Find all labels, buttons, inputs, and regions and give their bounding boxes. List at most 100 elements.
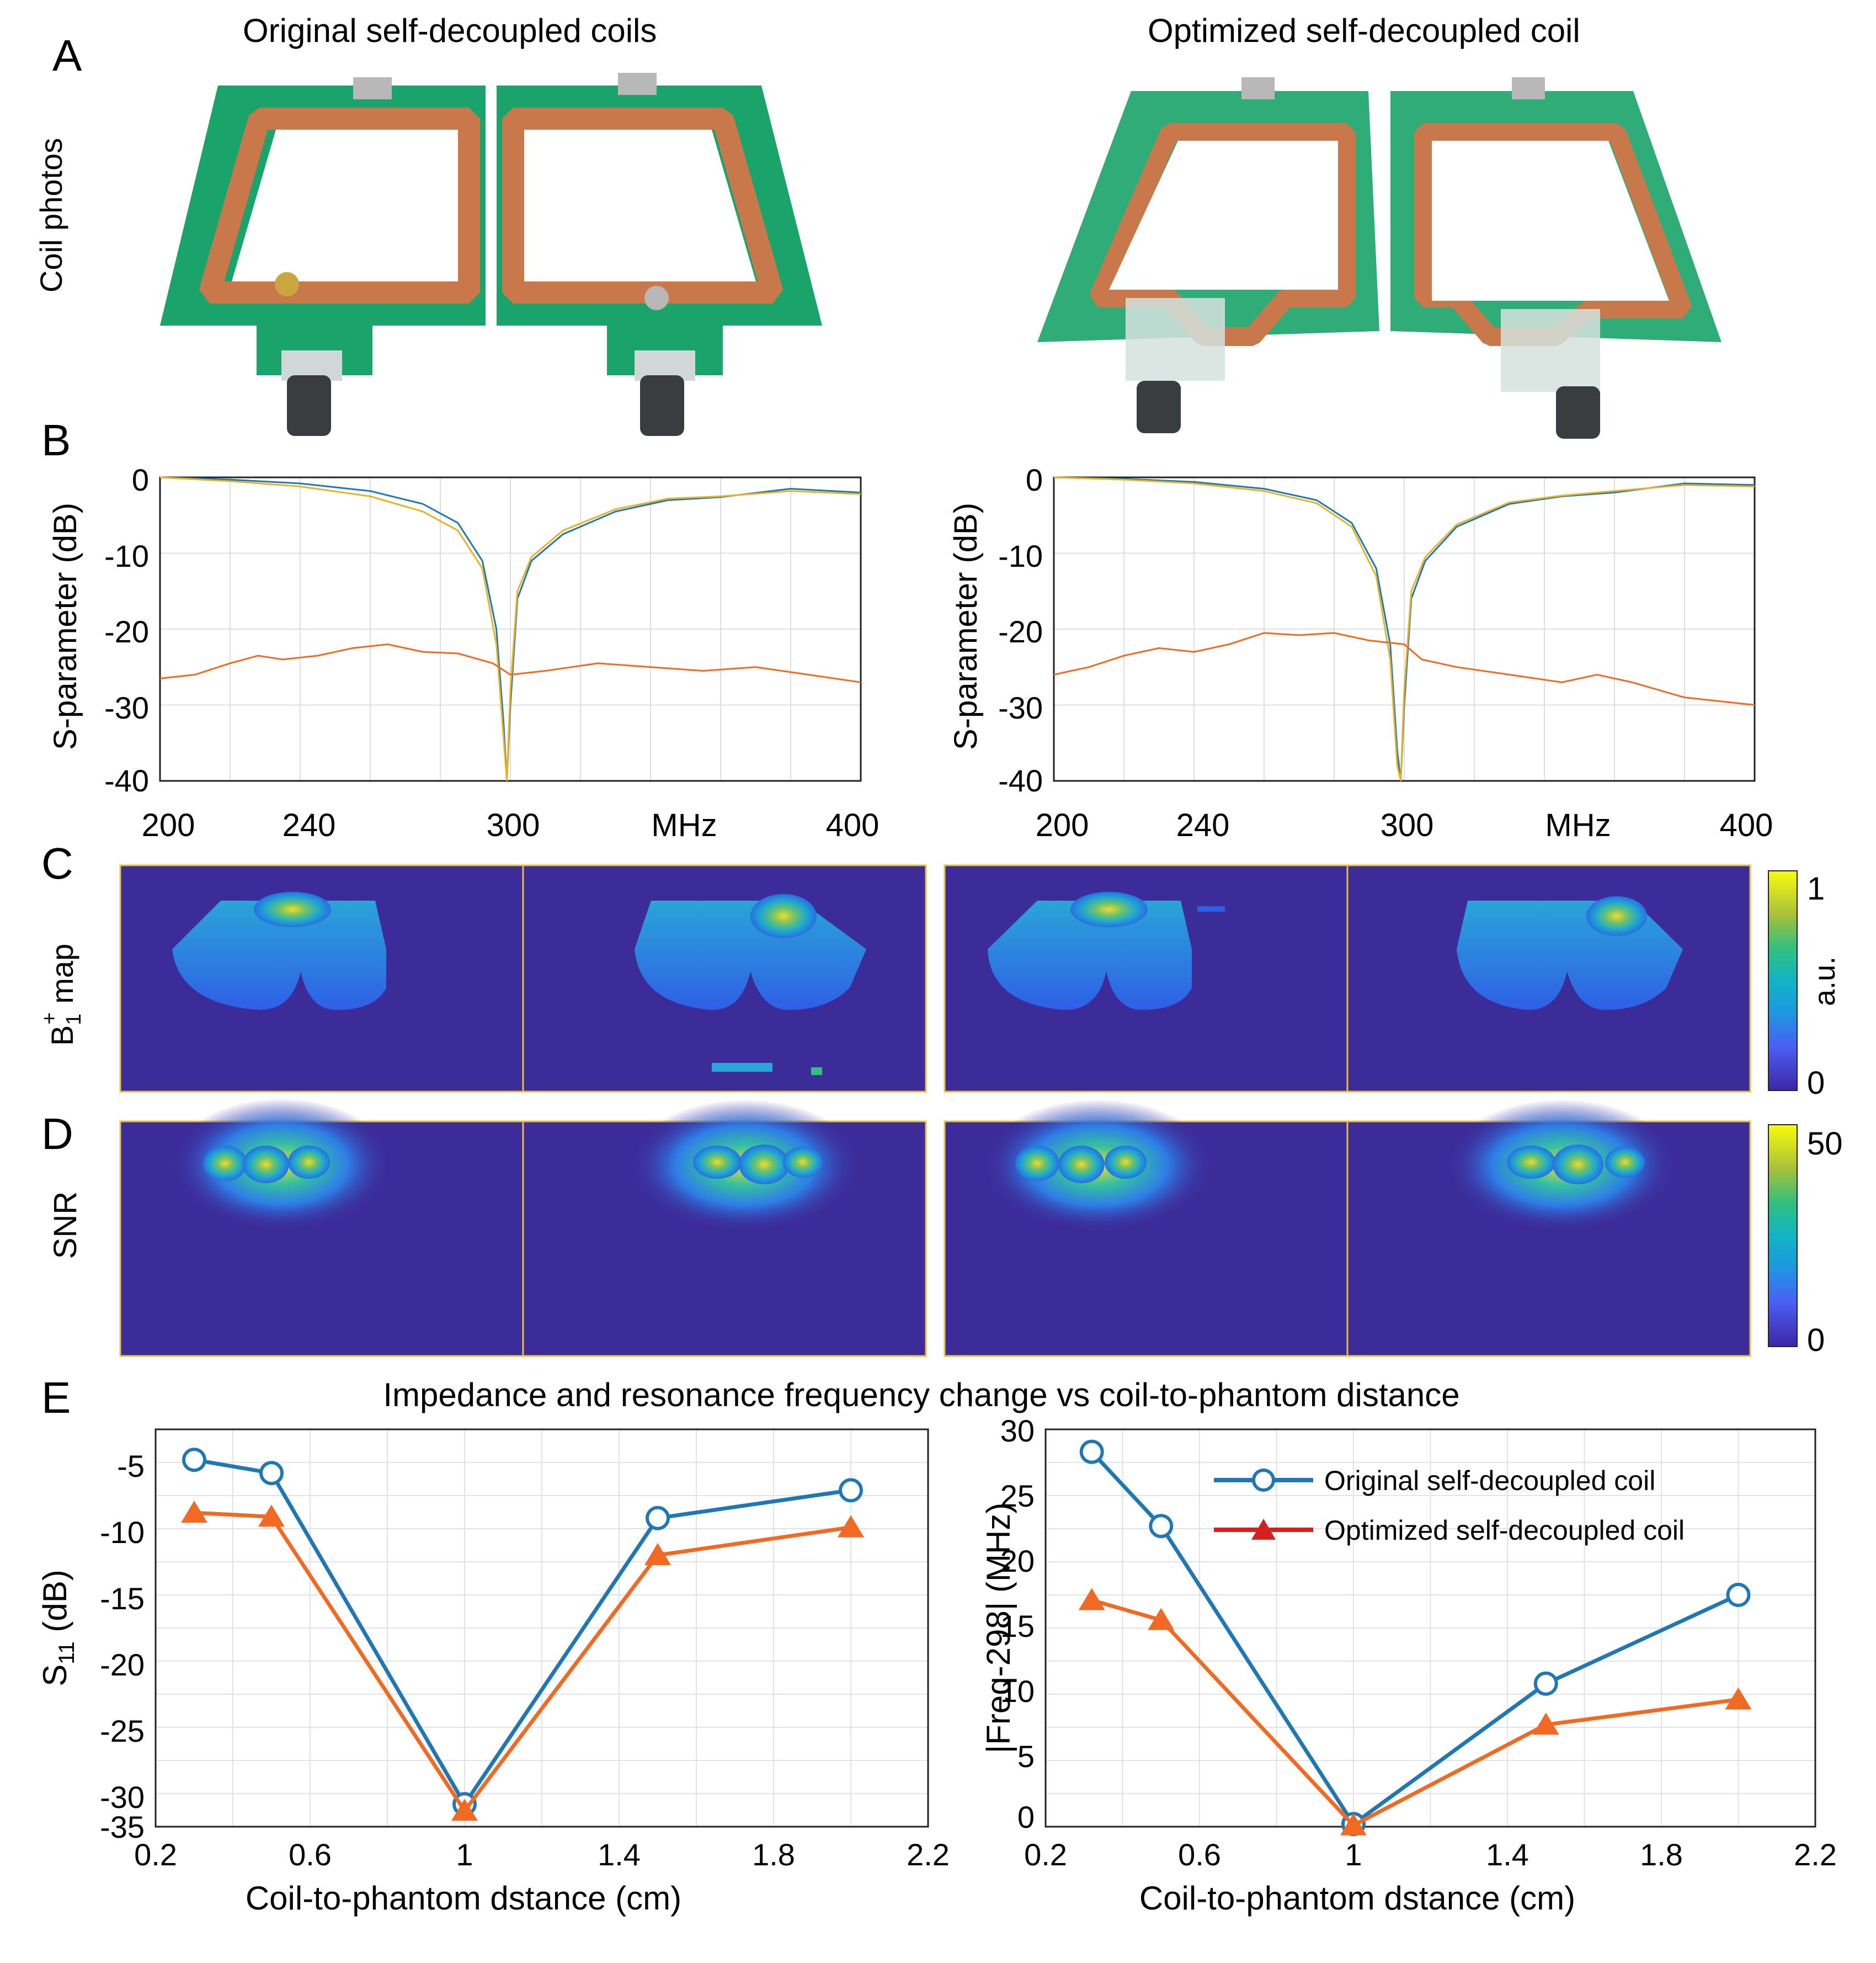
b-right-ytick-3: -30 bbox=[998, 690, 1043, 725]
e-left-point-original-4 bbox=[839, 1478, 863, 1503]
b-right-ytick-0: 0 bbox=[1026, 462, 1043, 497]
b-right-series-2 bbox=[1053, 632, 1755, 706]
e-right-series-0 bbox=[1090, 1450, 1739, 1827]
e-right-ytick-25: 25 bbox=[1000, 1478, 1035, 1513]
e-left-ytick-m30: -30 bbox=[100, 1780, 145, 1815]
original-coil-photo bbox=[160, 73, 822, 436]
legend-optimized: Optimized self-decoupled coil bbox=[1324, 1515, 1685, 1546]
e-left-xtick-4: 1.8 bbox=[752, 1837, 795, 1872]
e-right-xlabel: Coil-to-phantom dstance (cm) bbox=[1139, 1880, 1575, 1917]
e-left-xtick-2: 1 bbox=[456, 1837, 473, 1872]
e-left-point-optimized-2 bbox=[451, 1799, 478, 1821]
snr-map-original-right-image bbox=[629, 1099, 861, 1232]
b1-cbar-unit: a.u. bbox=[1808, 956, 1841, 1006]
e-left-point-original-0 bbox=[182, 1448, 206, 1472]
snr-cbar-tick-0: 0 bbox=[1807, 1322, 1825, 1358]
e-left-point-optimized-1 bbox=[258, 1504, 285, 1527]
panel-a-row-label: Coil photos bbox=[34, 138, 68, 292]
b-right-ytick-1: -10 bbox=[998, 539, 1043, 573]
snr-colorbar bbox=[1768, 1124, 1798, 1347]
legend-original: Original self-decoupled coil bbox=[1324, 1465, 1655, 1496]
panel-e-right-ylabel: |Freq-298| (MHz) bbox=[980, 1503, 1017, 1754]
panel-b-right-axes bbox=[1053, 476, 1756, 782]
e-right-ytick-15: 15 bbox=[1000, 1609, 1035, 1643]
e-left-ytick-m10: -10 bbox=[100, 1515, 145, 1550]
e-left-point-original-3 bbox=[646, 1506, 670, 1530]
b-left-xtick-200: 200 bbox=[142, 807, 195, 843]
snr-map-optimized-right-image bbox=[1446, 1099, 1677, 1232]
e-left-point-optimized-0 bbox=[181, 1501, 207, 1523]
b-left-ytick-0: 0 bbox=[132, 462, 149, 497]
panel-b: B S-parameter (dB) S-parameter (dB) 0 -1… bbox=[41, 416, 1773, 843]
panel-letter-e: E bbox=[41, 1373, 71, 1422]
e-right-xticks: 0.2 0.6 1 1.4 1.8 2.2 bbox=[1024, 1837, 1837, 1872]
panel-d-row-label: SNR bbox=[47, 1191, 83, 1259]
panel-c-row-label: B1+ map bbox=[38, 944, 86, 1046]
panel-letter-d: D bbox=[41, 1109, 73, 1158]
panel-e-left-plot bbox=[181, 1448, 864, 1821]
panel-a: A Original self-decoupled coils Optimize… bbox=[34, 12, 1722, 439]
e-left-ytick-m15: -15 bbox=[100, 1581, 145, 1616]
b1-map-optimized-right-image bbox=[1457, 896, 1683, 1010]
b-left-ytick-2: -20 bbox=[104, 614, 149, 649]
panel-b-right-grid bbox=[1054, 477, 1755, 781]
e-right-xtick-3: 1.4 bbox=[1486, 1837, 1529, 1872]
e-left-series-1 bbox=[194, 1510, 851, 1815]
e-left-point-optimized-4 bbox=[838, 1515, 864, 1538]
panel-letter-c: C bbox=[41, 839, 73, 888]
e-left-point-original-1 bbox=[259, 1461, 284, 1486]
legend-circle-marker bbox=[1252, 1469, 1275, 1492]
e-right-ytick-10: 10 bbox=[1000, 1674, 1035, 1709]
panel-b-right-plot bbox=[1053, 476, 1755, 781]
e-right-point-original-3 bbox=[1533, 1671, 1558, 1696]
e-right-xtick-4: 1.8 bbox=[1640, 1837, 1683, 1872]
e-right-ytick-0: 0 bbox=[1017, 1800, 1035, 1834]
b-right-xtick-mhz: MHz bbox=[1545, 807, 1611, 843]
e-right-xtick-5: 2.2 bbox=[1794, 1837, 1837, 1872]
b-left-xtick-300: 300 bbox=[487, 807, 540, 843]
panel-a-right-title: Optimized self-decoupled coil bbox=[1148, 12, 1580, 49]
e-right-xtick-1: 0.6 bbox=[1178, 1837, 1221, 1872]
e-left-ytick-m5: -5 bbox=[117, 1449, 145, 1483]
b1-colorbar bbox=[1768, 870, 1798, 1091]
panel-e: E Impedance and resonance frequency chan… bbox=[36, 1373, 1837, 1917]
e-right-ytick-30: 30 bbox=[1000, 1413, 1035, 1448]
b-left-ytick-4: -40 bbox=[104, 763, 149, 798]
panel-b-right-ylabel: S-parameter (dB) bbox=[948, 503, 984, 750]
b-left-xtick-400: 400 bbox=[826, 807, 880, 843]
panel-b-left-plot bbox=[159, 476, 861, 781]
e-right-point-original-4 bbox=[1726, 1583, 1751, 1607]
b-left-xtick-mhz: MHz bbox=[651, 807, 717, 843]
e-right-point-original-1 bbox=[1149, 1514, 1174, 1539]
b-left-xtick-240: 240 bbox=[283, 807, 336, 843]
snr-cbar-tick-50: 50 bbox=[1807, 1126, 1843, 1162]
snr-map-original-left-image bbox=[171, 1098, 392, 1231]
e-left-xticks: 0.2 0.6 1 1.4 1.8 2.2 bbox=[134, 1837, 950, 1872]
e-left-series-0 bbox=[194, 1457, 851, 1808]
panel-e-legend: Original self-decoupled coil Optimized s… bbox=[1214, 1465, 1685, 1546]
e-left-xlabel: Coil-to-phantom dstance (cm) bbox=[246, 1880, 681, 1917]
e-left-xtick-1: 0.6 bbox=[289, 1837, 332, 1872]
panel-b-left-axes bbox=[159, 476, 862, 782]
e-right-point-optimized-0 bbox=[1078, 1588, 1105, 1610]
panel-e-left-ylabel: S11 (dB) bbox=[36, 1570, 79, 1687]
e-right-ytick-5: 5 bbox=[1017, 1739, 1035, 1774]
b-right-ytick-4: -40 bbox=[998, 763, 1043, 798]
e-left-xtick-5: 2.2 bbox=[907, 1837, 950, 1872]
b-right-series-1 bbox=[1053, 476, 1755, 781]
e-right-xtick-0: 0.2 bbox=[1024, 1837, 1067, 1872]
e-right-ytick-20: 20 bbox=[1000, 1544, 1035, 1578]
e-right-xtick-2: 1 bbox=[1345, 1837, 1362, 1872]
panel-letter-a: A bbox=[52, 31, 82, 80]
b-left-series-2 bbox=[159, 643, 861, 683]
b-left-ytick-3: -30 bbox=[104, 690, 149, 725]
b1-cbar-tick-0: 0 bbox=[1807, 1065, 1825, 1101]
e-left-ytick-m20: -20 bbox=[100, 1647, 145, 1682]
panel-e-right-plot bbox=[1078, 1439, 1752, 1837]
b-left-ytick-1: -10 bbox=[104, 539, 149, 573]
panel-letter-b: B bbox=[41, 416, 71, 465]
optimized-coil-photo bbox=[1037, 77, 1722, 439]
panel-d: D SNR 50 bbox=[41, 1098, 1843, 1358]
snr-map-optimized-left-image bbox=[982, 1099, 1214, 1232]
